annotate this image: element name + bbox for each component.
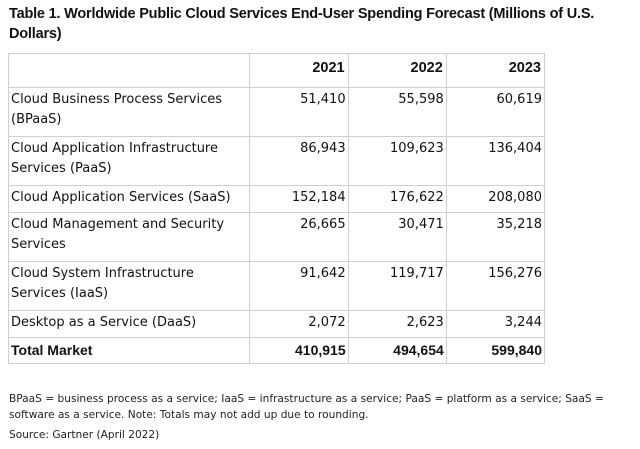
value-cell: 2,623	[347, 310, 447, 338]
source-line: Source: Gartner (April 2022)	[9, 429, 160, 441]
table-row-total: Total Market 410,915 494,654 599,840	[7, 337, 546, 364]
value-cell: 119,717	[347, 261, 447, 311]
header-cell-2022: 2022	[347, 53, 447, 88]
value-cell: 55,598	[347, 87, 447, 137]
table-row-iaas: Cloud System Infrastructure Services (Ia…	[7, 261, 546, 311]
row-label: Desktop as a Service (DaaS)	[7, 310, 251, 338]
header-cell-2023: 2023	[445, 53, 546, 88]
table-row-saas: Cloud Application Services (SaaS) 152,18…	[7, 185, 546, 213]
value-cell: 51,410	[249, 87, 349, 137]
row-label: Cloud System Infrastructure Services (Ia…	[7, 261, 251, 311]
value-cell: 208,080	[445, 185, 546, 213]
header-cell-blank	[7, 53, 251, 88]
value-cell: 109,623	[347, 136, 447, 186]
table-row-paas: Cloud Application Infrastructure Service…	[7, 136, 546, 186]
value-cell: 35,218	[445, 212, 546, 262]
row-label: Cloud Application Services (SaaS)	[7, 185, 251, 213]
table-row-daas: Desktop as a Service (DaaS) 2,072 2,623 …	[7, 310, 546, 338]
value-cell: 91,642	[249, 261, 349, 311]
row-label: Cloud Business Process Services (BPaaS)	[7, 87, 251, 137]
total-value-cell: 599,840	[445, 337, 546, 364]
value-cell: 156,276	[445, 261, 546, 311]
value-cell: 152,184	[249, 185, 349, 213]
total-value-cell: 494,654	[347, 337, 447, 364]
value-cell: 176,622	[347, 185, 447, 213]
table-row-management-security: Cloud Management and Security Services 2…	[7, 212, 546, 262]
table-row-bpaas: Cloud Business Process Services (BPaaS) …	[7, 87, 546, 137]
forecast-table: 2021 2022 2023 Cloud Business Process Se…	[7, 53, 546, 364]
table-notes: BPaaS = business process as a service; I…	[9, 393, 604, 421]
value-cell: 60,619	[445, 87, 546, 137]
value-cell: 30,471	[347, 212, 447, 262]
row-label: Cloud Management and Security Services	[7, 212, 251, 262]
table-title: Table 1. Worldwide Public Cloud Services…	[9, 6, 595, 42]
value-cell: 86,943	[249, 136, 349, 186]
total-value-cell: 410,915	[249, 337, 349, 364]
table-header-row: 2021 2022 2023	[7, 53, 546, 88]
row-label: Cloud Application Infrastructure Service…	[7, 136, 251, 186]
total-label: Total Market	[7, 337, 251, 364]
value-cell: 26,665	[249, 212, 349, 262]
value-cell: 2,072	[249, 310, 349, 338]
header-cell-2021: 2021	[249, 53, 349, 88]
value-cell: 3,244	[445, 310, 546, 338]
value-cell: 136,404	[445, 136, 546, 186]
